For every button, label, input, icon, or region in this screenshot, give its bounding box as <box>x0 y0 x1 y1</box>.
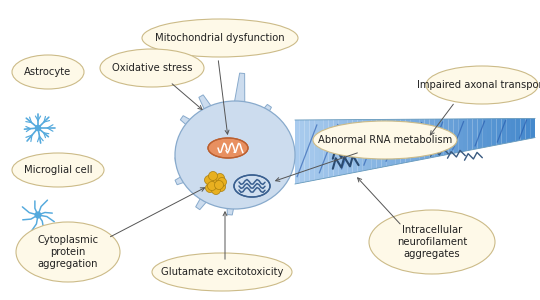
Ellipse shape <box>12 153 104 187</box>
Circle shape <box>207 182 217 190</box>
Polygon shape <box>324 120 329 178</box>
Ellipse shape <box>313 121 457 159</box>
Circle shape <box>36 125 40 130</box>
Text: Astrocyte: Astrocyte <box>24 67 72 77</box>
Ellipse shape <box>234 175 270 197</box>
Polygon shape <box>482 119 487 148</box>
Circle shape <box>218 178 226 187</box>
Polygon shape <box>195 150 242 210</box>
Circle shape <box>208 172 218 181</box>
Polygon shape <box>381 119 386 167</box>
Ellipse shape <box>16 222 120 282</box>
Polygon shape <box>376 119 381 168</box>
Polygon shape <box>357 120 362 172</box>
Polygon shape <box>406 119 410 163</box>
Polygon shape <box>516 118 521 141</box>
Circle shape <box>217 182 226 191</box>
Text: Cytoplasmic
protein
aggregation: Cytoplasmic protein aggregation <box>37 235 99 269</box>
Polygon shape <box>367 119 372 170</box>
Polygon shape <box>295 120 300 184</box>
Circle shape <box>211 178 219 188</box>
Polygon shape <box>226 154 244 215</box>
Polygon shape <box>228 104 272 160</box>
Circle shape <box>35 212 41 218</box>
Ellipse shape <box>152 253 292 291</box>
Ellipse shape <box>142 19 298 57</box>
Circle shape <box>205 176 213 184</box>
Polygon shape <box>463 119 468 152</box>
Polygon shape <box>444 119 449 155</box>
Polygon shape <box>175 147 239 185</box>
Polygon shape <box>487 119 492 147</box>
Polygon shape <box>434 119 439 157</box>
Polygon shape <box>180 116 240 162</box>
Polygon shape <box>319 120 324 179</box>
Polygon shape <box>227 151 263 201</box>
Text: Intracellular
neurofilament
aggregates: Intracellular neurofilament aggregates <box>397 225 467 260</box>
Polygon shape <box>225 73 245 156</box>
Polygon shape <box>338 120 343 176</box>
Polygon shape <box>232 134 287 164</box>
Ellipse shape <box>175 101 295 209</box>
Polygon shape <box>396 119 401 164</box>
Text: Abnormal RNA metabolism: Abnormal RNA metabolism <box>318 135 452 145</box>
Polygon shape <box>329 120 333 178</box>
Polygon shape <box>309 120 314 181</box>
Ellipse shape <box>426 66 538 104</box>
Polygon shape <box>525 118 530 140</box>
Text: Mitochondrial dysfunction: Mitochondrial dysfunction <box>155 33 285 43</box>
Polygon shape <box>391 119 396 165</box>
Polygon shape <box>300 120 305 183</box>
Polygon shape <box>502 118 506 144</box>
Ellipse shape <box>208 138 248 158</box>
Polygon shape <box>458 119 463 152</box>
Polygon shape <box>530 118 535 139</box>
Polygon shape <box>468 119 472 151</box>
Polygon shape <box>372 119 376 169</box>
Polygon shape <box>401 119 406 164</box>
Ellipse shape <box>369 210 495 274</box>
Polygon shape <box>492 119 497 146</box>
Polygon shape <box>415 119 420 161</box>
Polygon shape <box>449 119 454 154</box>
Ellipse shape <box>100 49 204 87</box>
Circle shape <box>215 173 225 182</box>
Polygon shape <box>410 119 415 162</box>
Polygon shape <box>497 118 502 145</box>
Polygon shape <box>362 119 367 171</box>
Polygon shape <box>333 120 338 177</box>
Circle shape <box>214 181 224 190</box>
Polygon shape <box>420 119 424 160</box>
Polygon shape <box>506 118 511 143</box>
Polygon shape <box>477 119 482 149</box>
Polygon shape <box>305 120 309 182</box>
Polygon shape <box>348 120 353 174</box>
Polygon shape <box>454 119 458 153</box>
Polygon shape <box>472 119 477 150</box>
Text: Microglial cell: Microglial cell <box>24 165 92 175</box>
Text: Impaired axonal transport: Impaired axonal transport <box>417 80 540 90</box>
Ellipse shape <box>12 55 84 89</box>
Polygon shape <box>386 119 391 166</box>
Circle shape <box>212 185 220 194</box>
Polygon shape <box>511 118 516 142</box>
Polygon shape <box>521 118 525 140</box>
Polygon shape <box>199 95 243 160</box>
Polygon shape <box>439 119 444 156</box>
Polygon shape <box>175 146 236 164</box>
Polygon shape <box>429 119 434 158</box>
Polygon shape <box>424 119 429 159</box>
Polygon shape <box>314 120 319 180</box>
Text: Oxidative stress: Oxidative stress <box>112 63 192 73</box>
Circle shape <box>206 184 214 193</box>
Polygon shape <box>353 120 357 173</box>
Polygon shape <box>343 120 348 175</box>
Text: Glutamate excitotoxicity: Glutamate excitotoxicity <box>161 267 283 277</box>
